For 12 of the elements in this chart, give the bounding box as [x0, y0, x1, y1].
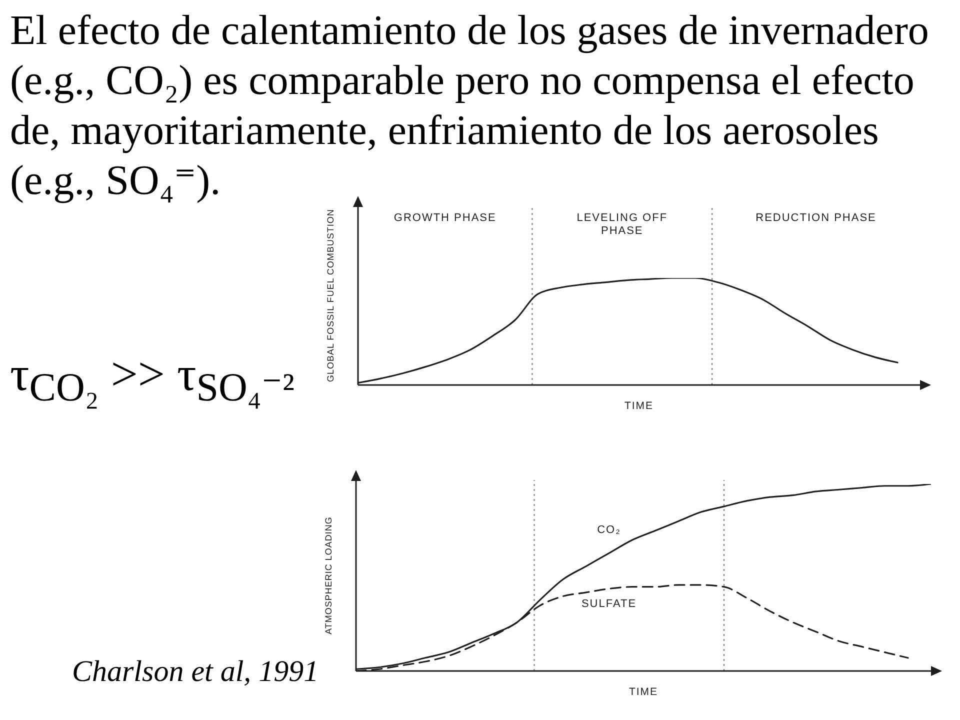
- y-axis-title: GLOBAL FOSSIL FUEL COMBUSTION: [326, 208, 336, 382]
- text: τ$_{CO₂}$ >> τ$_{SO₄⁻²}$: [10, 347, 294, 412]
- text: Charlson et al, 1991: [72, 654, 319, 690]
- x-axis-title: TIME: [628, 686, 658, 698]
- x-axis-title: TIME: [624, 400, 654, 412]
- series-label: SULFATE: [581, 596, 637, 611]
- text: GROWTH PHASE: [394, 212, 496, 225]
- chart-title: El efecto de calentamiento de los gases de invernadero (e.g., CO₂) es comparable pero no compensa el efecto de, mayoritariamente, enfriamiento de los aerosoles (e.g., SO₄⁼).: [10, 7, 930, 206]
- series-label: CO₂: [597, 523, 621, 538]
- text: REDUCTION PHASE: [756, 212, 876, 225]
- text: LEVELING OFF PHASE: [576, 212, 669, 238]
- y-axis-title: ATMOSPHERIC LOADING: [324, 516, 334, 634]
